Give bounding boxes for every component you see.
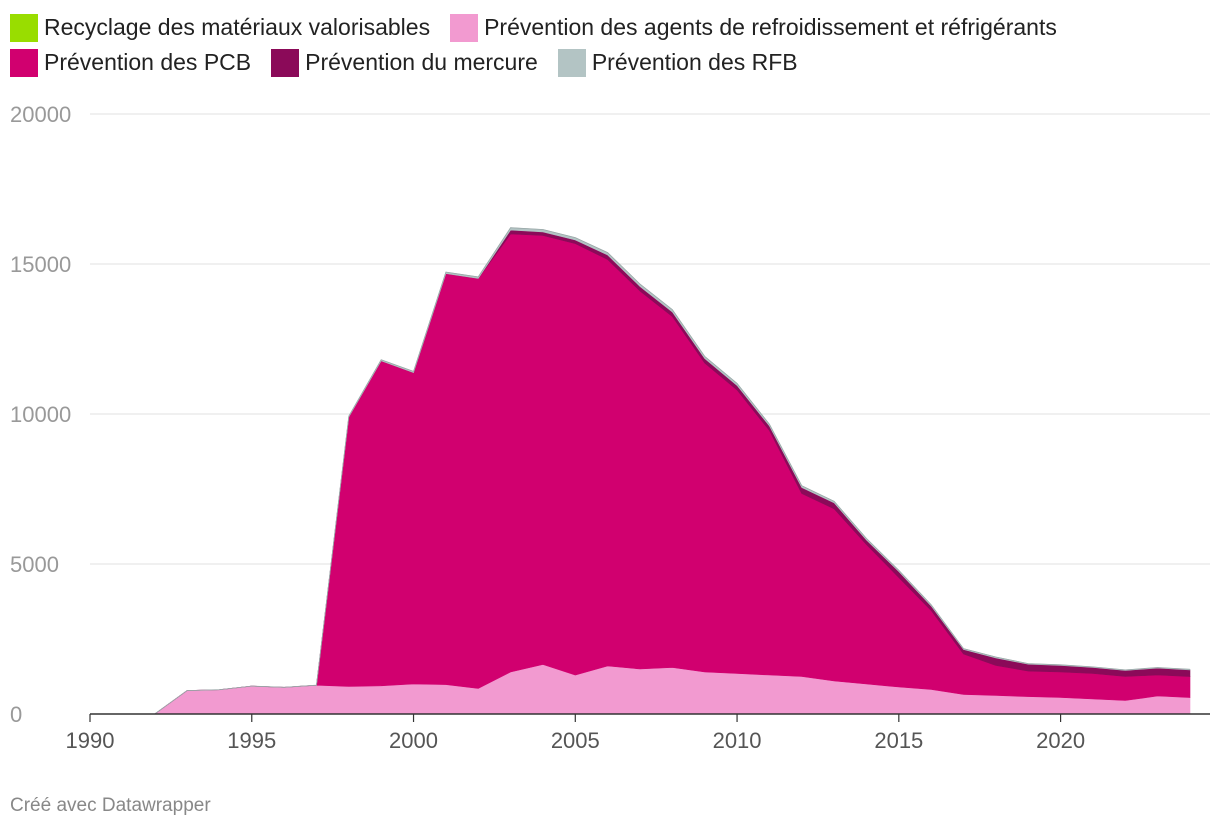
legend-swatch-rfb — [557, 48, 586, 77]
x-tick-label: 1995 — [227, 728, 276, 753]
legend-label: Prévention des PCB — [44, 49, 252, 75]
x-axis: 1990 1995 2000 2005 2010 2015 2020 — [66, 713, 1210, 753]
legend-label: Prévention des agents de refroidissement… — [484, 14, 1057, 40]
x-tick-label: 2020 — [1036, 728, 1085, 753]
legend-item-pcb[interactable]: Prévention des PCB — [10, 48, 252, 77]
legend-swatch-mercure — [271, 48, 300, 77]
x-tick-label: 2010 — [713, 728, 762, 753]
legend-swatch-recyclage — [10, 13, 38, 42]
y-tick-label: 5000 — [10, 552, 59, 577]
legend-item-recyclage[interactable]: Recyclage des matériaux valorisables — [10, 13, 431, 42]
area-series-2 — [90, 233, 1191, 715]
legend-row-1: Recyclage des matériaux valorisables Pré… — [10, 10, 1210, 45]
stack-top-outline — [90, 227, 1191, 715]
y-tick-label: 10000 — [10, 402, 71, 427]
legend-item-rfb[interactable]: Prévention des RFB — [557, 48, 798, 77]
area-series — [90, 227, 1191, 715]
legend-row-2: Prévention des PCB Prévention du mercure… — [10, 45, 1210, 80]
x-tick-label: 2000 — [389, 728, 438, 753]
y-axis-ticks: 0 5000 10000 15000 20000 — [10, 102, 71, 727]
legend-label: Prévention des RFB — [591, 49, 798, 75]
legend-label: Prévention du mercure — [305, 49, 538, 75]
legend: Recyclage des matériaux valorisables Pré… — [10, 10, 1210, 80]
legend-label: Recyclage des matériaux valorisables — [44, 14, 431, 40]
y-tick-label: 0 — [10, 702, 22, 727]
x-tick-label: 1990 — [66, 728, 115, 753]
y-tick-label: 15000 — [10, 252, 71, 277]
y-tick-label: 20000 — [10, 102, 71, 127]
legend-item-refrigerants[interactable]: Prévention des agents de refroidissement… — [450, 13, 1057, 42]
legend-item-mercure[interactable]: Prévention du mercure — [271, 48, 538, 77]
legend-swatch-pcb — [10, 48, 38, 77]
x-tick-label: 2005 — [551, 728, 600, 753]
x-tick-label: 2015 — [874, 728, 923, 753]
legend-swatch-refrigerants — [450, 13, 479, 42]
footer-credit[interactable]: Créé avec Datawrapper — [10, 795, 211, 816]
